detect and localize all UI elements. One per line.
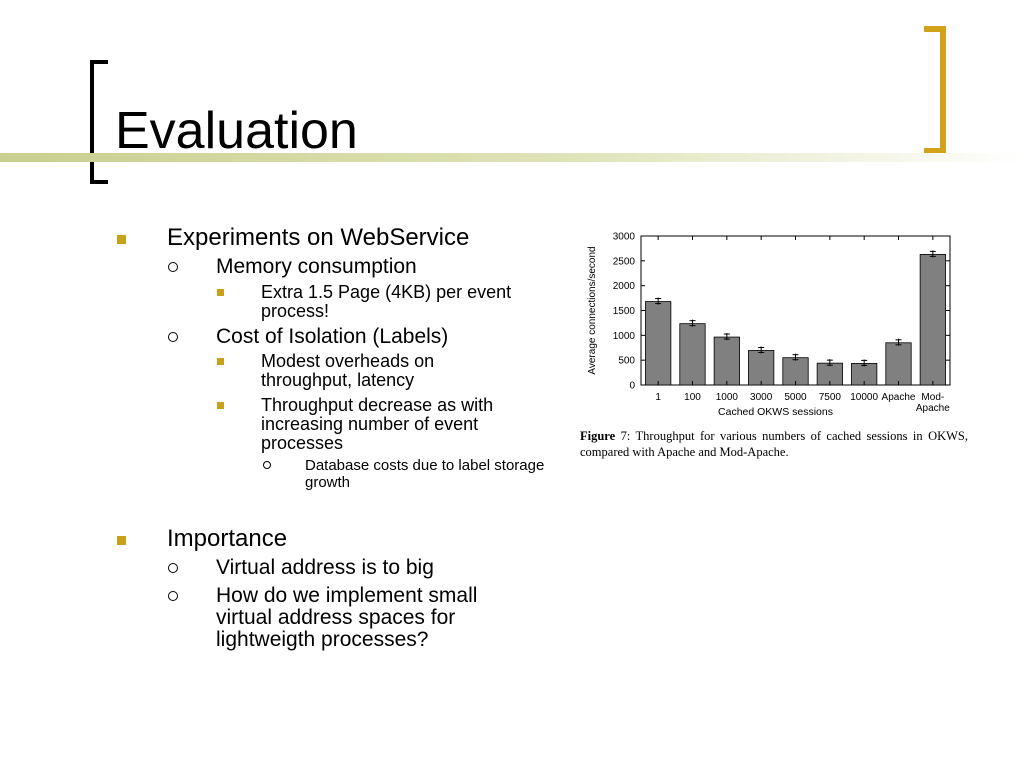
figure-throughput: 0 500 1000 1500 2000 2500 3000 1 100 1000 3000 5000…: [578, 226, 978, 466]
x-tick-label: Mod-: [921, 392, 944, 403]
x-tick-label: 7500: [819, 392, 842, 403]
y-tick-label: 2000: [613, 281, 636, 292]
throughput-bar-chart: 0 500 1000 1500 2000 2500 3000 1 100 1000 3000 5000…: [587, 232, 951, 418]
ring-bullet-icon: [168, 591, 178, 601]
x-tick-label: 10000: [850, 392, 878, 403]
y-tick-label: 3000: [613, 232, 636, 243]
chart-bar: [748, 350, 775, 386]
slide-title: Evaluation: [115, 102, 358, 160]
square-bullet-icon: [117, 536, 126, 545]
x-tick-label: 1000: [716, 392, 739, 403]
square-bullet-icon: [217, 358, 224, 365]
bullet-extra-page: Extra 1.5 Page (4KB) per event process!: [261, 282, 512, 321]
bullet-experiments: Experiments on WebService: [167, 224, 470, 251]
y-tick-label: 500: [618, 356, 635, 367]
chart-bar: [919, 253, 946, 386]
chart-bar: [679, 323, 706, 386]
x-tick-label: 5000: [784, 392, 807, 403]
left-bracket-decoration: [90, 60, 108, 184]
x-tick-label: 3000: [750, 392, 773, 403]
bullet-how-implement: How do we implement small virtual addres…: [216, 584, 478, 651]
ring-bullet-icon: [168, 332, 178, 342]
caption-label: Figure: [580, 429, 616, 443]
ring-bullet-icon: [168, 563, 178, 573]
chart-bar: [645, 301, 672, 386]
bullet-database-costs: Database costs due to label storage grow…: [305, 457, 545, 491]
bullet-modest-overheads: Modest overheads on throughput, latency: [261, 351, 435, 390]
right-bracket-decoration: [924, 26, 946, 154]
bullet-importance: Importance: [167, 525, 288, 552]
caption-number: 7: [620, 429, 627, 443]
x-tick-label: Apache: [882, 392, 916, 403]
x-tick-label: 1: [655, 392, 661, 403]
x-axis-label: Cached OKWS sessions: [718, 406, 833, 418]
bullet-cost-of-isolation: Cost of Isolation (Labels): [216, 325, 449, 348]
y-tick-label: 0: [629, 381, 635, 392]
ring-bullet-icon: [168, 262, 178, 272]
y-tick-label: 2500: [613, 256, 636, 267]
bullet-throughput-decrease: Throughput decrease as with increasing n…: [261, 395, 494, 453]
x-tick-label: 100: [684, 392, 701, 403]
title-underline-bar: [0, 153, 1024, 162]
x-tick-label: Apache: [916, 403, 950, 414]
square-bullet-icon: [117, 235, 126, 244]
caption-text: : Throughput for various numbers of cach…: [580, 429, 968, 459]
bullet-virtual-address: Virtual address is to big: [216, 556, 434, 579]
chart-bar: [713, 336, 740, 386]
y-tick-label: 1500: [613, 306, 636, 317]
ring-bullet-icon: [263, 461, 271, 469]
square-bullet-icon: [217, 402, 224, 409]
chart-bar: [782, 357, 809, 386]
y-tick-label: 1000: [613, 331, 636, 342]
figure-caption: Figure 7: Throughput for various numbers…: [580, 428, 968, 460]
y-axis-label: Average connections/second: [587, 246, 598, 374]
bullet-memory-consumption: Memory consumption: [216, 255, 417, 278]
chart-bar: [885, 342, 912, 386]
square-bullet-icon: [217, 289, 224, 296]
